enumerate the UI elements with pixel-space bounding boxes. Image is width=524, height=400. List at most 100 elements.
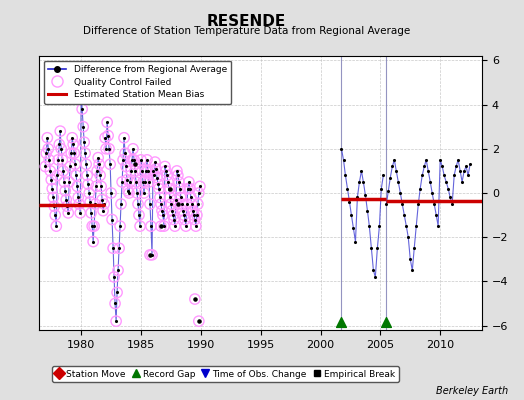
Point [116,223,124,229]
Point [133,190,141,196]
Point [177,194,185,201]
Point [382,319,390,326]
Point [191,296,199,302]
Point [50,203,59,210]
Point [65,179,73,185]
Point [160,223,168,229]
Point [128,157,136,163]
Point [430,201,439,207]
Point [84,181,92,187]
Point [166,194,174,201]
Legend: Station Move, Record Gap, Time of Obs. Change, Empirical Break: Station Move, Record Gap, Time of Obs. C… [52,366,399,382]
Point [450,172,458,178]
Point [126,179,134,185]
Point [158,208,166,214]
Point [149,168,157,174]
Point [173,172,182,178]
Point [160,223,168,229]
Point [167,201,175,207]
Point [123,176,131,183]
Point [161,163,169,170]
Point [146,201,154,207]
Point [434,223,442,229]
Point [162,168,170,174]
Point [136,223,144,229]
Point [42,150,50,156]
Point [66,163,74,170]
Point [194,318,203,324]
Point [127,168,135,174]
Point [140,190,148,196]
Point [78,106,86,112]
Point [149,168,157,174]
Point [96,172,104,178]
Point [341,172,350,178]
Point [132,179,140,185]
Point [163,172,171,178]
Point [156,194,164,201]
Point [178,201,186,207]
Point [59,168,68,174]
Point [89,238,97,245]
Point [57,146,66,152]
Point [146,252,154,258]
Point [404,234,412,240]
Point [74,194,82,201]
Point [424,168,432,174]
Point [94,154,102,161]
Point [49,194,58,201]
Point [181,216,189,223]
Point [446,194,454,201]
Point [104,132,112,139]
Point [77,90,85,97]
Point [103,119,111,126]
Point [99,208,107,214]
Point [43,134,51,141]
Point [172,196,180,203]
Point [365,223,374,229]
Point [122,163,130,170]
Point [81,150,89,156]
Point [121,150,129,156]
Point [125,190,133,196]
Point [373,245,381,252]
Point [188,201,196,207]
Point [131,168,139,174]
Point [44,146,52,152]
Point [120,134,128,141]
Point [144,168,152,174]
Point [135,212,143,218]
Point [107,190,115,196]
Point [95,161,103,168]
Point [88,223,96,229]
Point [117,201,125,207]
Point [169,212,177,218]
Point [92,183,100,190]
Point [100,201,108,207]
Point [44,146,52,152]
Point [166,185,174,192]
Point [69,141,78,148]
Point [123,176,131,183]
Point [141,179,149,185]
Point [456,168,464,174]
Point [82,161,91,168]
Point [53,172,61,178]
Point [118,179,126,185]
Point [68,134,77,141]
Point [388,163,397,170]
Point [162,168,170,174]
Point [117,201,125,207]
Point [157,223,165,229]
Point [88,223,96,229]
Point [109,245,117,252]
Point [113,289,121,296]
Point [166,185,174,192]
Point [87,210,95,216]
Point [59,168,68,174]
Point [177,194,185,201]
Point [454,157,462,163]
Point [436,157,444,163]
Point [126,179,134,185]
Point [69,141,78,148]
